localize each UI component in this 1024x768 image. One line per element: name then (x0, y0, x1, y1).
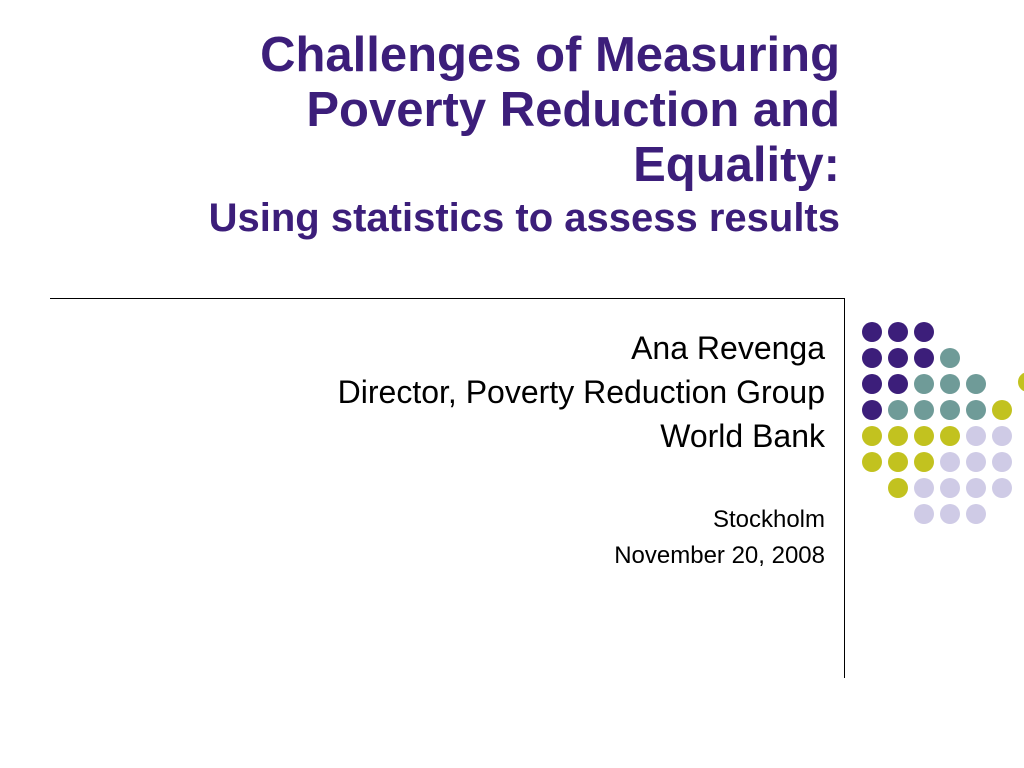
dot-icon (992, 426, 1012, 446)
dot-icon (966, 322, 986, 342)
dot-decoration (860, 320, 1014, 526)
slide: Challenges of Measuring Poverty Reductio… (0, 0, 1024, 768)
dot-icon (940, 478, 960, 498)
event-date: November 20, 2008 (95, 538, 825, 574)
dot-icon (888, 322, 908, 342)
dot-icon (888, 348, 908, 368)
dot-icon (966, 504, 986, 524)
dot-icon (862, 452, 882, 472)
dot-icon (888, 426, 908, 446)
dot-icon (940, 348, 960, 368)
dot-icon (888, 504, 908, 524)
dot-icon (966, 348, 986, 368)
dot-icon (992, 322, 1012, 342)
dot-grid (860, 320, 1014, 526)
dot-icon (966, 374, 986, 394)
dot-icon (914, 452, 934, 472)
author-org: World Bank (95, 414, 825, 458)
dot-icon (992, 348, 1012, 368)
dot-icon (940, 426, 960, 446)
dot-icon (888, 400, 908, 420)
vertical-divider (844, 298, 845, 678)
author-name: Ana Revenga (95, 326, 825, 370)
dot-icon (914, 400, 934, 420)
dot-icon (966, 452, 986, 472)
dot-icon (862, 348, 882, 368)
dot-icon (1018, 372, 1024, 392)
dot-icon (966, 426, 986, 446)
dot-icon (966, 400, 986, 420)
dot-icon (992, 400, 1012, 420)
slide-title-sub: Using statistics to assess results (95, 195, 840, 241)
dot-icon (966, 478, 986, 498)
dot-icon (940, 400, 960, 420)
dot-icon (914, 504, 934, 524)
dot-icon (862, 400, 882, 420)
slide-title-main: Challenges of Measuring Poverty Reductio… (95, 28, 840, 193)
author-role: Director, Poverty Reduction Group (95, 370, 825, 414)
dot-icon (940, 374, 960, 394)
dot-icon (940, 322, 960, 342)
dot-icon (992, 452, 1012, 472)
dot-icon (992, 504, 1012, 524)
dot-icon (862, 504, 882, 524)
dot-icon (914, 348, 934, 368)
spacer (95, 458, 825, 502)
dot-icon (888, 478, 908, 498)
dot-icon (940, 452, 960, 472)
event-location: Stockholm (95, 502, 825, 538)
dot-icon (992, 478, 1012, 498)
dot-icon (888, 374, 908, 394)
title-block: Challenges of Measuring Poverty Reductio… (95, 28, 840, 241)
dot-icon (862, 426, 882, 446)
dot-icon (914, 426, 934, 446)
dot-icon (914, 478, 934, 498)
body-block: Ana Revenga Director, Poverty Reduction … (95, 326, 825, 574)
dot-icon (914, 374, 934, 394)
dot-icon (940, 504, 960, 524)
horizontal-divider (50, 298, 845, 299)
dot-icon (914, 322, 934, 342)
dot-icon (888, 452, 908, 472)
dot-icon (992, 374, 1012, 394)
dot-icon (862, 374, 882, 394)
dot-icon (862, 478, 882, 498)
dot-icon (862, 322, 882, 342)
